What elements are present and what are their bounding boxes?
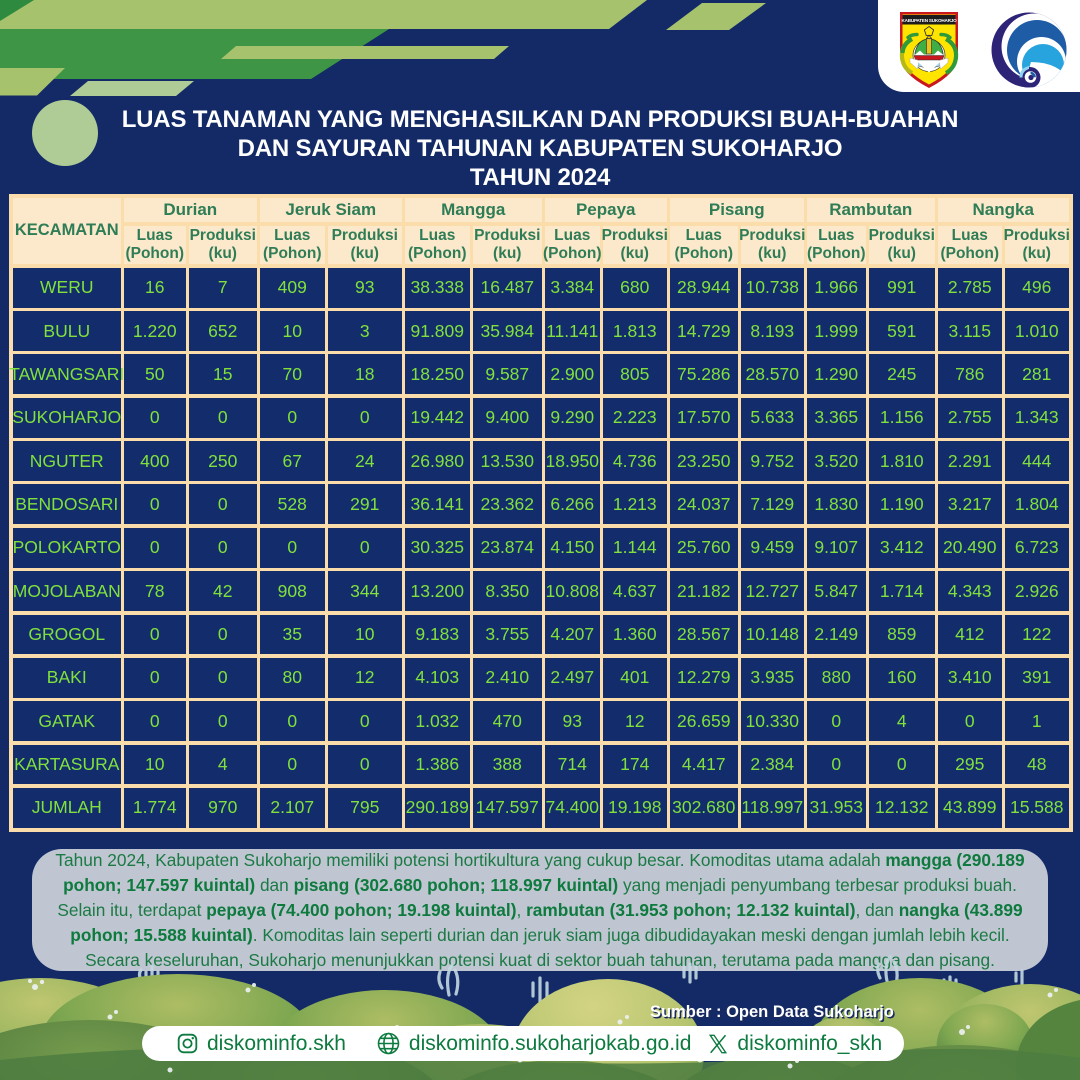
svg-text:KABUPATEN SUKOHARJO: KABUPATEN SUKOHARJO: [902, 18, 958, 23]
